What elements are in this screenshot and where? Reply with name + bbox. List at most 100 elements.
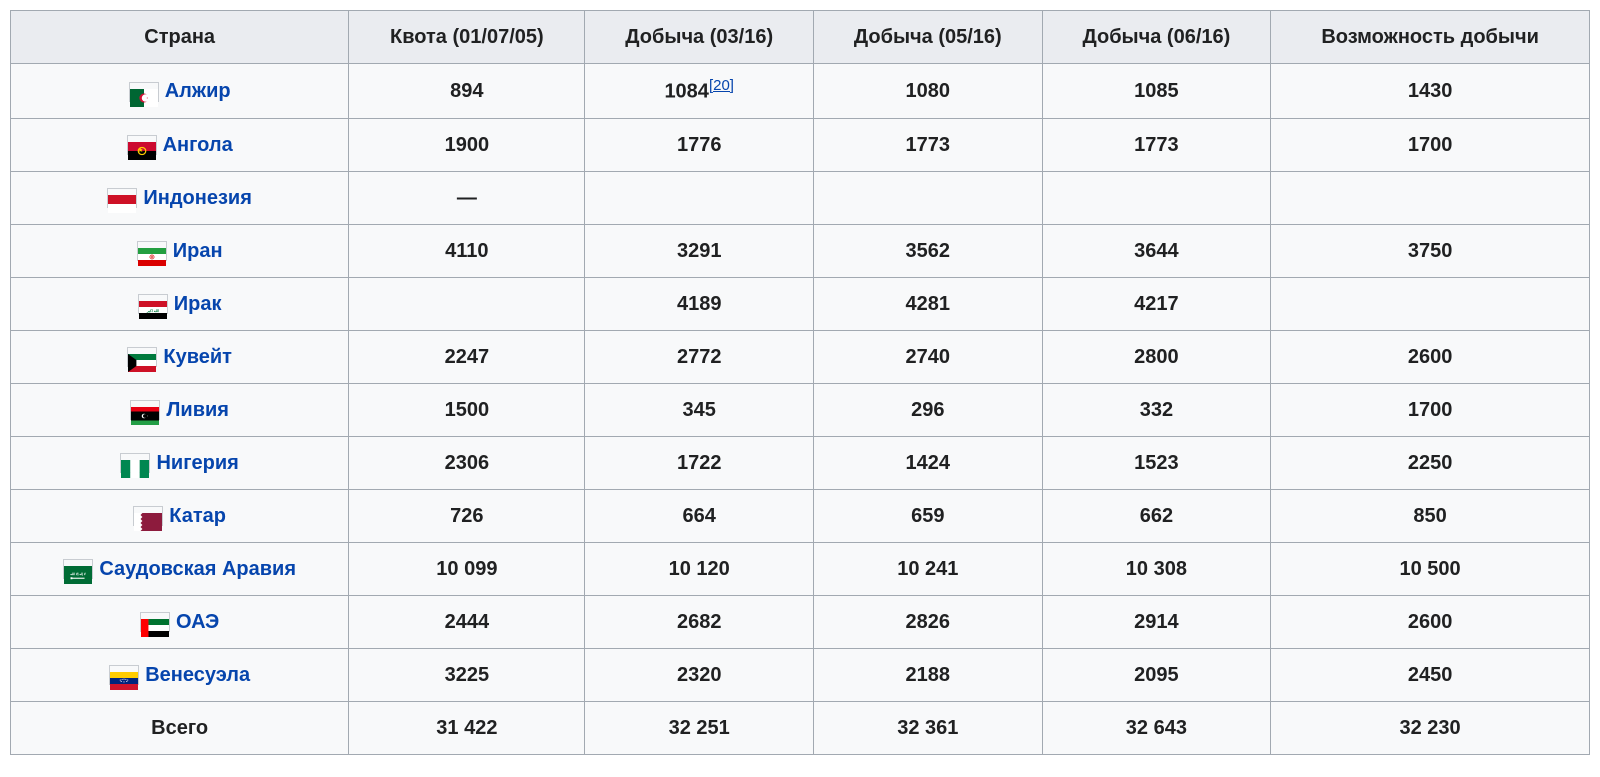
cell-quota: 2444 — [349, 595, 585, 648]
cell-quota — [349, 277, 585, 330]
table-total-row: Всего31 42232 25132 36132 64332 230 — [11, 701, 1590, 754]
country-link[interactable]: Ангола — [163, 134, 233, 156]
cell-p05: 1424 — [814, 436, 1043, 489]
table-row: Ливия15003452963321700 — [11, 383, 1590, 436]
cell-p06: 3644 — [1042, 224, 1271, 277]
country-cell: الله اكبرИрак — [11, 277, 349, 330]
country-link[interactable]: ОАЭ — [176, 611, 219, 633]
country-cell: Кувейт — [11, 330, 349, 383]
country-link[interactable]: Алжир — [165, 80, 231, 102]
cell-capacity — [1271, 277, 1590, 330]
col-p05: Добыча (05/16) — [814, 11, 1043, 64]
table-header-row: Страна Квота (01/07/05) Добыча (03/16) Д… — [11, 11, 1590, 64]
country-cell: Катар — [11, 489, 349, 542]
cell-p05: 2826 — [814, 595, 1043, 648]
total-p05: 32 361 — [814, 701, 1043, 754]
country-cell: Иран — [11, 224, 349, 277]
cell-capacity — [1271, 171, 1590, 224]
cell-quota: 1900 — [349, 118, 585, 171]
cell-p05: 1773 — [814, 118, 1043, 171]
country-link[interactable]: Ирак — [174, 293, 222, 315]
table-row: Ангола19001776177317731700 — [11, 118, 1590, 171]
country-link[interactable]: Нигерия — [156, 452, 238, 474]
cell-capacity: 2450 — [1271, 648, 1590, 701]
total-p03: 32 251 — [585, 701, 814, 754]
cell-p05: 4281 — [814, 277, 1043, 330]
flag-icon — [127, 135, 157, 155]
cell-p06: 1085 — [1042, 64, 1271, 119]
country-link[interactable]: Венесуэла — [145, 664, 250, 686]
cell-p06: 2800 — [1042, 330, 1271, 383]
country-cell: Индонезия — [11, 171, 349, 224]
cell-p06: 10 308 — [1042, 542, 1271, 595]
cell-p05: 296 — [814, 383, 1043, 436]
cell-p06: 1773 — [1042, 118, 1271, 171]
cell-quota: 894 — [349, 64, 585, 119]
cell-p06: 4217 — [1042, 277, 1271, 330]
cell-quota: 4110 — [349, 224, 585, 277]
cell-quota: 1500 — [349, 383, 585, 436]
total-p06: 32 643 — [1042, 701, 1271, 754]
flag-icon — [130, 400, 160, 420]
cell-p06: 662 — [1042, 489, 1271, 542]
cell-p03: 664 — [585, 489, 814, 542]
cell-capacity: 2600 — [1271, 330, 1590, 383]
flag-icon — [137, 241, 167, 261]
opec-production-table: Страна Квота (01/07/05) Добыча (03/16) Д… — [10, 10, 1590, 755]
table-row: Иран41103291356236443750 — [11, 224, 1590, 277]
country-link[interactable]: Катар — [169, 505, 226, 527]
cell-p05: 2188 — [814, 648, 1043, 701]
table-row: الله اكبرИрак418942814217 — [11, 277, 1590, 330]
flag-icon: لا إله إلا الله — [63, 559, 93, 579]
table-row: Индонезия — — [11, 171, 1590, 224]
cell-quota: 2306 — [349, 436, 585, 489]
cell-capacity: 2250 — [1271, 436, 1590, 489]
table-row: ОАЭ24442682282629142600 — [11, 595, 1590, 648]
cell-p03: 2320 — [585, 648, 814, 701]
country-cell: Нигерия — [11, 436, 349, 489]
cell-capacity: 1430 — [1271, 64, 1590, 119]
table-row: Нигерия23061722142415232250 — [11, 436, 1590, 489]
country-link[interactable]: Кувейт — [163, 346, 232, 368]
flag-icon — [109, 665, 139, 685]
cell-capacity: 10 500 — [1271, 542, 1590, 595]
cell-quota: — — [349, 171, 585, 224]
cell-p06: 2095 — [1042, 648, 1271, 701]
country-link[interactable]: Индонезия — [143, 187, 251, 209]
col-quota: Квота (01/07/05) — [349, 11, 585, 64]
cell-p03: 10 120 — [585, 542, 814, 595]
cell-p03: 3291 — [585, 224, 814, 277]
reference-link[interactable]: [20] — [709, 77, 734, 94]
total-label: Всего — [11, 701, 349, 754]
table-row: Венесуэла 32252320218820952450 — [11, 648, 1590, 701]
cell-p06: 332 — [1042, 383, 1271, 436]
cell-p03: 2682 — [585, 595, 814, 648]
flag-icon — [107, 188, 137, 208]
cell-capacity: 3750 — [1271, 224, 1590, 277]
col-p06: Добыча (06/16) — [1042, 11, 1271, 64]
cell-quota: 10 099 — [349, 542, 585, 595]
cell-quota: 2247 — [349, 330, 585, 383]
cell-p03: 2772 — [585, 330, 814, 383]
table-row: لا إله إلا اللهСаудовская Аравия10 09910… — [11, 542, 1590, 595]
cell-capacity: 1700 — [1271, 118, 1590, 171]
flag-icon — [120, 453, 150, 473]
country-cell: ОАЭ — [11, 595, 349, 648]
flag-icon — [133, 506, 163, 526]
flag-icon — [129, 82, 159, 102]
flag-icon — [127, 347, 157, 367]
cell-p05 — [814, 171, 1043, 224]
table-row: Кувейт22472772274028002600 — [11, 330, 1590, 383]
country-link[interactable]: Ливия — [166, 399, 229, 421]
cell-quota: 3225 — [349, 648, 585, 701]
country-link[interactable]: Саудовская Аравия — [99, 558, 296, 580]
table-row: Алжир8941084[20]108010851430 — [11, 64, 1590, 119]
flag-icon — [140, 612, 170, 632]
country-cell: لا إله إلا الله Саудовская Аравия — [11, 542, 349, 595]
total-capacity: 32 230 — [1271, 701, 1590, 754]
col-capacity: Возможность добычи — [1271, 11, 1590, 64]
col-country: Страна — [11, 11, 349, 64]
country-link[interactable]: Иран — [173, 240, 223, 262]
cell-p05: 659 — [814, 489, 1043, 542]
country-cell: Венесуэла — [11, 648, 349, 701]
